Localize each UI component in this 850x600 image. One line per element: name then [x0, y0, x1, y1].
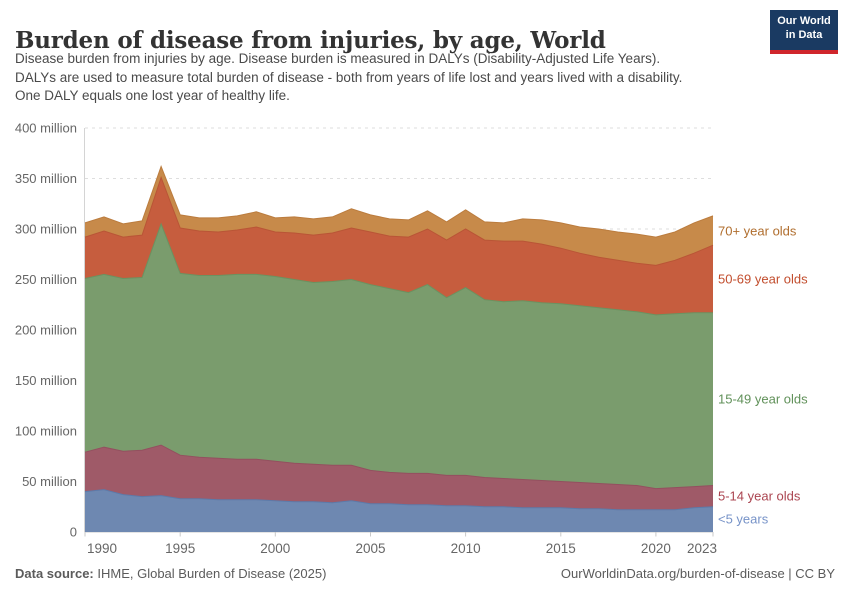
legend-label-15-49[interactable]: 15-49 year olds	[718, 391, 808, 407]
y-tick-label: 150 million	[15, 373, 77, 388]
x-tick-label: 1990	[87, 541, 117, 556]
data-source-label: Data source:	[15, 566, 94, 581]
data-source-text: IHME, Global Burden of Disease (2025)	[93, 566, 327, 581]
subtitle-line: Disease burden from injuries by age. Dis…	[15, 51, 661, 66]
area-series-1[interactable]	[85, 445, 713, 510]
owid-logo[interactable]: Our World in Data	[770, 10, 838, 54]
y-tick-label: 200 million	[15, 323, 77, 338]
area-series-3[interactable]	[85, 177, 713, 315]
legend-label-under5[interactable]: <5 years	[718, 511, 769, 527]
y-tick-label: 300 million	[15, 222, 77, 237]
area-edge-4	[84, 164, 714, 238]
y-tick-label: 50 million	[22, 474, 77, 489]
chart-title: Burden of disease from injuries, by age,…	[15, 27, 606, 55]
x-tick-label: 2005	[355, 541, 385, 556]
legend-label-5-14[interactable]: 5-14 year olds	[718, 488, 801, 504]
data-source-line: Data source: IHME, Global Burden of Dise…	[15, 566, 326, 581]
area-series-2[interactable]	[85, 223, 713, 489]
footer-link[interactable]: OurWorldinData.org/burden-of-disease | C…	[560, 566, 835, 581]
area-edge-0	[84, 489, 714, 511]
subtitle-line: One DALY equals one lost year of healthy…	[15, 88, 290, 103]
legend-label-70plus[interactable]: 70+ year olds	[718, 223, 797, 238]
subtitle-line: DALYs are used to measure total burden o…	[15, 69, 683, 85]
owid-logo-line1: Our World	[777, 15, 831, 27]
x-tick-label: 1995	[165, 541, 195, 556]
x-tick-label: 2010	[451, 541, 481, 556]
owid-logo-line2: in Data	[785, 29, 823, 41]
y-tick-label: 100 million	[15, 424, 77, 439]
chart-subtitle: Disease burden from injuries by age. Dis…	[15, 50, 682, 106]
area-edge-2	[84, 222, 713, 316]
y-tick-label: 0	[70, 525, 77, 540]
area-edge-1	[84, 444, 714, 490]
x-tick-label: 2015	[546, 541, 576, 556]
x-tick-label: 2000	[260, 541, 290, 556]
y-tick-label: 350 million	[15, 171, 77, 186]
legend-label-50-69[interactable]: 50-69 year olds	[718, 271, 808, 287]
chart-footer: OurWorldinData.org/burden-of-disease | C…	[15, 566, 835, 581]
area-series-4[interactable]	[85, 166, 713, 266]
x-tick-label: 2023	[687, 541, 717, 556]
y-tick-label: 400 million	[15, 121, 77, 136]
y-tick-label: 250 million	[15, 272, 77, 287]
x-tick-label: 2020	[641, 541, 671, 556]
area-edge-3	[84, 176, 714, 266]
